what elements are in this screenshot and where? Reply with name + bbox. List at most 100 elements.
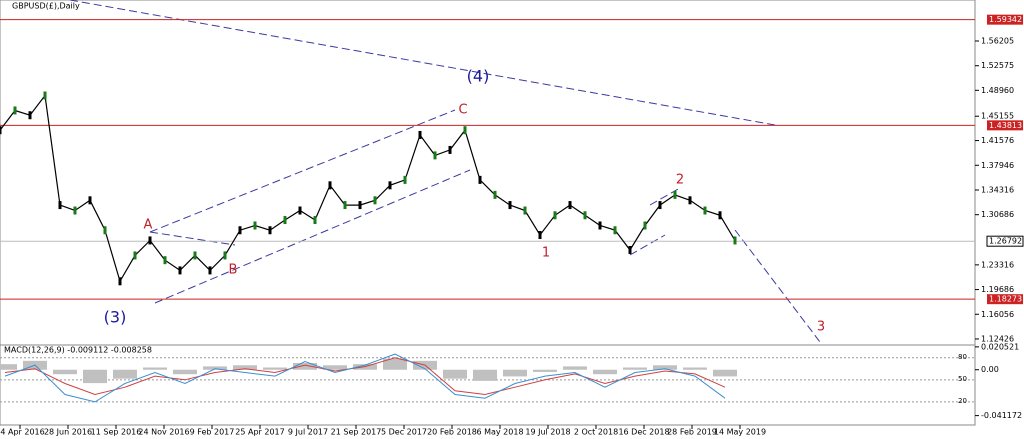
price-bar (58, 201, 62, 210)
price-bar (628, 245, 632, 254)
price-bar (463, 126, 467, 135)
wave-label: C (458, 103, 467, 118)
x-tick-label: 9 Jul 2017 (288, 428, 328, 437)
price-bar (313, 216, 317, 225)
price-bar (448, 145, 452, 154)
y-tick-label: 1.45155 (981, 112, 1014, 121)
oscillator-line (4, 357, 726, 396)
price-bar (208, 266, 212, 275)
price-bar (103, 226, 107, 235)
macd-bar (503, 369, 527, 377)
y-tick-label: 1.23316 (981, 260, 1014, 269)
price-bar (523, 206, 527, 215)
price-bar (283, 216, 287, 225)
macd-bar (83, 369, 107, 384)
price-bar (403, 175, 407, 184)
y-tick-label: -0.041172 (981, 411, 1022, 420)
macd-bar (683, 367, 707, 370)
x-tick-label: 21 Sep 2017 (331, 428, 382, 437)
chart-title: GBPUSD(£),Daily (12, 2, 80, 11)
channel-line (149, 109, 456, 233)
macd-bar (713, 369, 737, 377)
x-tick-label: 6 May 2018 (476, 428, 523, 437)
wave-label: (4) (467, 67, 490, 86)
price-bar (643, 221, 647, 230)
macd-bar (383, 358, 407, 370)
x-tick-label: 24 Nov 2016 (138, 428, 189, 437)
price-bar (178, 266, 182, 275)
x-tick-label: 28 Jun 2016 (44, 428, 92, 437)
macd-bar (443, 369, 467, 379)
price-bar (73, 206, 77, 215)
x-tick-label: 14 May 2019 (714, 428, 766, 437)
price-label: 1.26792 (989, 237, 1022, 246)
price-bar (28, 111, 32, 120)
macd-bar (233, 365, 257, 370)
wave-label: 1 (542, 246, 550, 261)
macd-bar (623, 367, 647, 370)
wave-label: B (229, 263, 238, 278)
price-bar (238, 226, 242, 235)
level-label: 1.18273 (989, 295, 1022, 304)
price-bar (298, 206, 302, 215)
y-tick-label: 1.34316 (981, 185, 1014, 194)
x-tick-label: 25 Apr 2017 (235, 428, 284, 437)
channel-line (149, 231, 236, 246)
price-bar (88, 196, 92, 205)
level-label: 1.43813 (989, 121, 1022, 130)
x-tick-label: 2 Oct 2018 (574, 428, 618, 437)
price-bar (418, 130, 422, 139)
price-bar (553, 211, 557, 220)
price-bar (148, 236, 152, 245)
price-bar (253, 221, 257, 230)
price-bar (388, 181, 392, 190)
macd-bar (0, 364, 17, 370)
level-tag (987, 294, 1023, 305)
price-bar (433, 151, 437, 160)
price-bar (598, 221, 602, 230)
x-tick-label: 14 Apr 2016 (0, 428, 45, 437)
price-bar (718, 211, 722, 220)
price-bar (118, 277, 122, 286)
macd-bar (263, 367, 287, 370)
y-tick-label: 0.00 (981, 365, 999, 374)
price-bar (223, 251, 227, 260)
macd-bar (293, 363, 317, 370)
macd-bar (593, 369, 617, 375)
y-tick-label: 1.52575 (981, 61, 1014, 70)
price-bar (613, 226, 617, 235)
channel-line (649, 187, 681, 206)
x-tick-label: 20 Feb 2018 (427, 428, 477, 437)
x-tick-label: 19 Jul 2018 (525, 428, 570, 437)
price-bar (373, 196, 377, 205)
price-bar (508, 201, 512, 210)
price-line-series (0, 93, 736, 283)
y-tick-label: 1.19686 (981, 285, 1014, 294)
price-bar (358, 201, 362, 210)
y-tick-label: 1.41576 (981, 136, 1014, 145)
price-bar (343, 201, 347, 210)
plot-frame (0, 0, 976, 426)
price-bar (583, 211, 587, 220)
y-tick-label: 1.56205 (981, 37, 1014, 46)
channel-line (629, 234, 666, 256)
price-bar (673, 190, 677, 199)
wave-label: 2 (676, 173, 684, 188)
price-bar (568, 201, 572, 210)
price-bar (43, 91, 47, 100)
oscillator-line (4, 353, 726, 403)
price-bar (163, 256, 167, 265)
price-bar (268, 226, 272, 235)
y2-tick-label: 20 (958, 397, 967, 405)
level-label: 1.59342 (989, 15, 1022, 24)
macd-bar (53, 369, 77, 375)
macd-bar (473, 369, 497, 381)
macd-bar (173, 369, 197, 375)
x-tick-label: 9 Feb 2017 (190, 428, 235, 437)
price-bar (493, 190, 497, 199)
y-tick-label: 1.30686 (981, 210, 1014, 219)
macd-bar (323, 365, 347, 370)
price-bar (703, 206, 707, 215)
wave-label: A (144, 218, 153, 233)
